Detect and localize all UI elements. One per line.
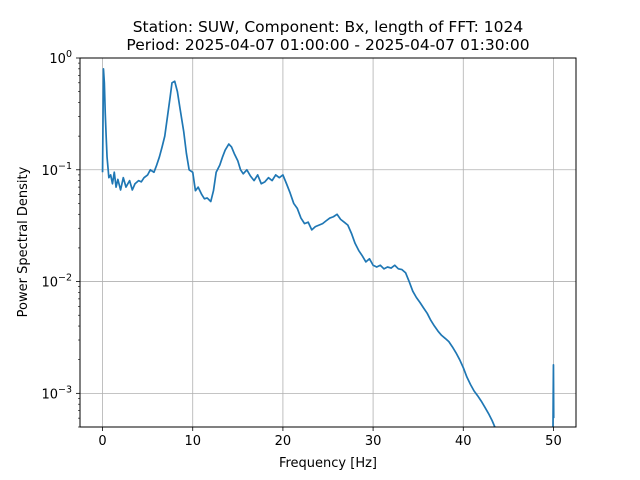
y-tick-label: 10−2 <box>41 273 72 291</box>
y-tick-label: 10−1 <box>41 161 72 179</box>
data-lines <box>101 67 555 427</box>
plot-frame <box>79 57 577 428</box>
x-tick-label: 40 <box>455 434 472 449</box>
x-tick-label: 50 <box>545 434 562 449</box>
y-tick-label: 10−3 <box>41 384 72 402</box>
y-tick-label: 100 <box>49 49 72 67</box>
x-axis-label: Frequency [Hz] <box>279 456 377 471</box>
x-tick-label: 10 <box>184 434 201 449</box>
x-tick-label: 20 <box>275 434 292 449</box>
x-tick-label: 0 <box>98 434 106 449</box>
plot-area <box>79 57 577 428</box>
psd-series-line-1 <box>101 67 496 427</box>
x-axis: 0 10 20 30 40 50 <box>98 427 562 449</box>
chart-title-line2: Period: 2025-04-07 01:00:00 - 2025-04-07… <box>126 36 529 54</box>
y-axis-label: Power Spectral Density <box>16 166 31 317</box>
chart-title-line1: Station: SUW, Component: Bx, length of F… <box>133 18 524 36</box>
y-axis: 10−3 10−2 10−1 100 <box>41 49 80 428</box>
x-tick-label: 30 <box>365 434 382 449</box>
psd-series-line-2 <box>552 363 555 427</box>
